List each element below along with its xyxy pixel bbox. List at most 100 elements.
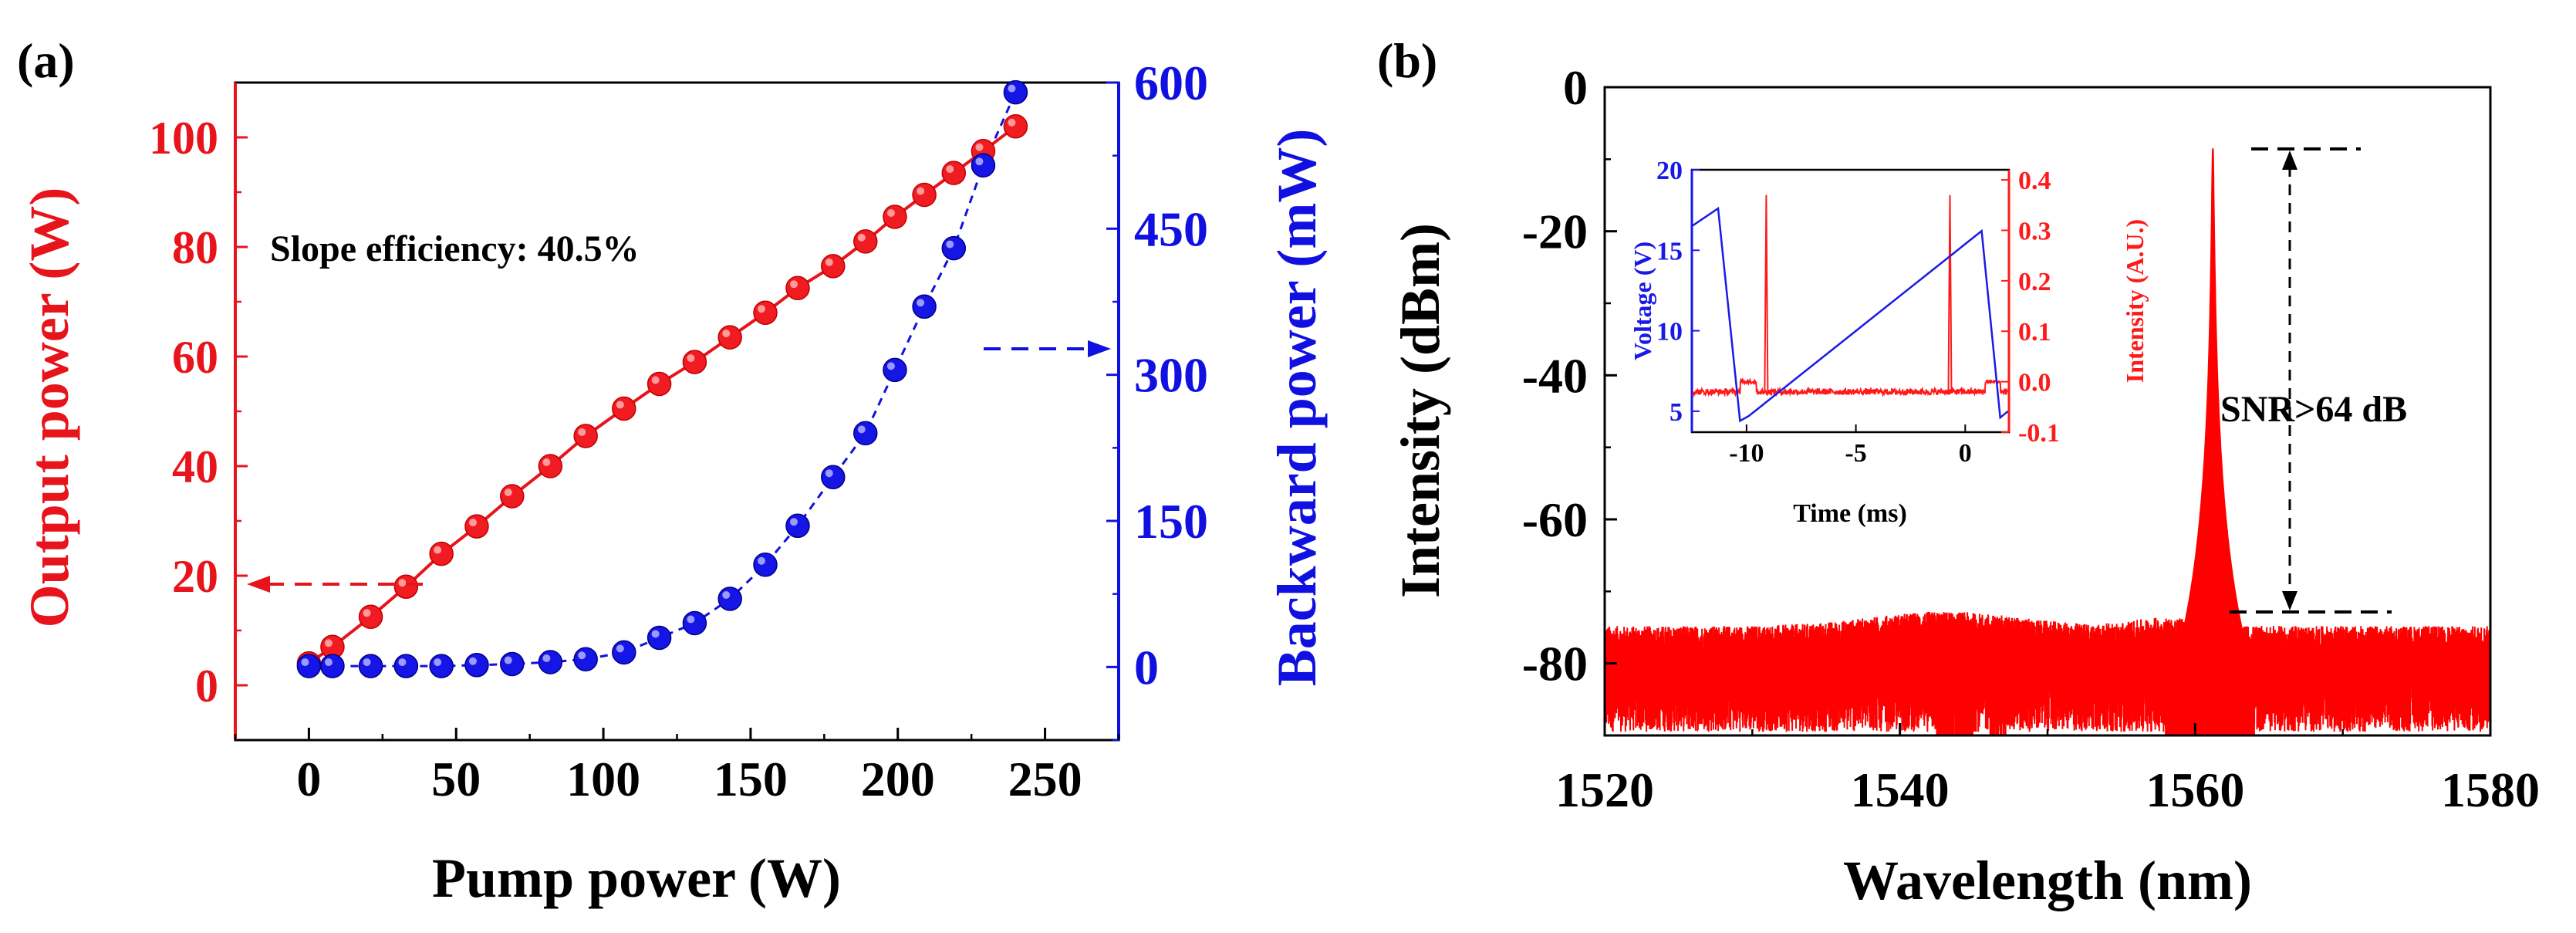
spectrum-laser-peak xyxy=(2165,148,2255,735)
a-right-tick-label: 450 xyxy=(1134,201,1208,256)
a-right-tick-label: 600 xyxy=(1134,56,1208,110)
a-left-tick-label: 100 xyxy=(149,113,218,164)
point-highlight xyxy=(825,258,833,266)
snr-annotation: SNR>64 dB xyxy=(2220,389,2407,430)
a-left-tick-label: 80 xyxy=(172,222,218,273)
inset-left-tick-label: 15 xyxy=(1656,237,1683,265)
point-highlight xyxy=(616,401,624,409)
output-power-point xyxy=(1003,114,1028,139)
backward-power-point xyxy=(296,654,322,678)
inset-x-tick-label: -10 xyxy=(1729,439,1764,468)
point-highlight xyxy=(651,630,660,638)
point-highlight xyxy=(578,428,586,436)
panel-a: (a) 0 50 100 150 200 250 0 20 40 60 80 100 0 150 300… xyxy=(17,33,1328,909)
point-highlight xyxy=(542,458,551,466)
a-right-tick-label: 0 xyxy=(1134,640,1159,695)
left-arrow-head xyxy=(247,576,270,593)
point-highlight xyxy=(468,519,477,527)
inset-x-tick-label: -5 xyxy=(1845,439,1866,468)
a-x-tick-label: 100 xyxy=(566,752,640,806)
point-highlight xyxy=(946,165,954,174)
backward-power-point xyxy=(538,650,563,674)
point-highlight xyxy=(504,656,512,664)
b-y-tick-label: -20 xyxy=(1522,205,1588,259)
point-highlight xyxy=(468,657,477,665)
point-highlight xyxy=(975,143,984,151)
inset-intensity-trace xyxy=(1693,194,2008,398)
a-right-tick-label: 150 xyxy=(1134,494,1208,549)
inset-right-tick-label: 0.0 xyxy=(2018,369,2051,397)
output-power-point xyxy=(853,229,878,254)
inset-left-tick-label: 5 xyxy=(1670,398,1683,427)
point-highlight xyxy=(578,651,586,660)
backward-power-point xyxy=(853,421,878,446)
panel-a-x-axis-title: Pump power (W) xyxy=(432,847,841,909)
output-power-point xyxy=(717,325,742,350)
panel-b-y-ticks: 0 -20 -40 -60 -80 xyxy=(1522,60,1617,691)
inset-left-tick-label: 20 xyxy=(1656,157,1683,185)
inset-right-axis-title: Intensity (A.U.) xyxy=(2121,219,2149,383)
backward-power-point xyxy=(358,654,383,678)
point-highlight xyxy=(301,658,309,667)
panel-a-x-ticks: 0 50 100 150 200 250 xyxy=(234,728,1120,806)
panel-b-x-axis-title: Wavelength (nm) xyxy=(1843,850,2252,911)
panel-b-y-axis-title: Intensity (dBm) xyxy=(1389,223,1451,598)
point-highlight xyxy=(687,354,695,363)
a-x-tick-label: 0 xyxy=(296,752,321,806)
backward-power-point xyxy=(753,553,778,577)
inset-right-tick-label: 0.3 xyxy=(2018,217,2051,245)
output-power-point xyxy=(647,371,672,397)
inset-right-tick-label: -0.1 xyxy=(2018,419,2060,448)
b-x-tick-label: 1580 xyxy=(2441,762,2540,817)
output-power-point xyxy=(753,300,778,325)
output-power-point xyxy=(682,350,707,374)
point-highlight xyxy=(789,280,798,289)
output-power-point xyxy=(573,424,598,448)
point-highlight xyxy=(1008,84,1016,93)
inset-x-tick-label: 0 xyxy=(1959,439,1972,468)
a-x-tick-label: 200 xyxy=(861,752,935,806)
output-power-point xyxy=(429,541,454,566)
output-power-point xyxy=(612,396,636,421)
right-arrow-head xyxy=(1088,340,1111,357)
snr-arrow-head-bottom xyxy=(2282,591,2297,610)
panel-a-right-axis-title: Backward power (mW) xyxy=(1266,129,1328,687)
backward-power-points xyxy=(296,79,1028,678)
panel-a-plot-frame xyxy=(234,81,1120,742)
output-power-point xyxy=(785,276,810,300)
point-highlight xyxy=(722,590,731,599)
point-highlight xyxy=(324,658,333,667)
panel-b-x-ticks: 1520 1540 1560 1580 xyxy=(1555,723,2540,817)
output-power-point xyxy=(821,254,846,279)
inset-x-axis-title: Time (ms) xyxy=(1793,499,1907,528)
point-highlight xyxy=(722,330,731,338)
point-highlight xyxy=(324,639,333,647)
point-highlight xyxy=(917,187,925,195)
point-highlight xyxy=(975,157,984,166)
inset-right-y-ticks: 0.4 0.3 0.2 0.1 0.0 -0.1 xyxy=(2001,167,2060,448)
backward-power-point xyxy=(647,625,672,651)
panel-b: (b) 1520 1540 1560 1580 0-20-40-60-80 SNR>6… xyxy=(1377,33,2540,911)
backward-power-point xyxy=(1003,79,1028,105)
b-y-tick-label: -40 xyxy=(1522,348,1588,403)
b-y-tick-label: 0 xyxy=(1563,60,1588,115)
backward-power-point xyxy=(971,153,996,178)
point-highlight xyxy=(946,240,954,248)
b-x-tick-label: 1520 xyxy=(1555,762,1654,817)
point-highlight xyxy=(434,658,442,667)
inset-right-tick-label: 0.2 xyxy=(2018,268,2051,296)
b-x-tick-label: 1560 xyxy=(2146,762,2244,817)
inset-left-axis-title: Voltage (V) xyxy=(1629,242,1656,360)
point-highlight xyxy=(917,299,925,307)
a-left-tick-label: 40 xyxy=(172,441,218,492)
backward-power-point xyxy=(500,651,525,677)
output-power-point xyxy=(500,484,525,509)
a-right-tick-label: 300 xyxy=(1134,348,1208,403)
inset-x-ticks: -10 -5 0 xyxy=(1729,424,1972,468)
backward-power-line xyxy=(309,91,1017,668)
inset-voltage-trace xyxy=(1693,206,2008,423)
point-highlight xyxy=(363,609,371,617)
backward-power-point xyxy=(883,357,907,383)
a-left-tick-label: 60 xyxy=(172,332,218,383)
